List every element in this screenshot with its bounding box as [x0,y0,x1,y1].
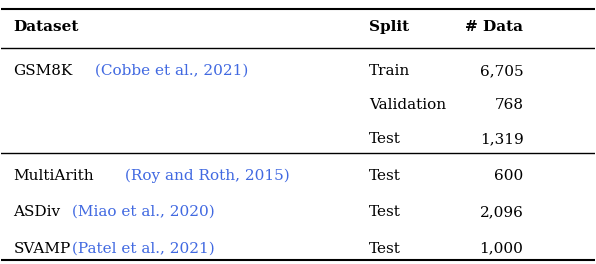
Text: (Roy and Roth, 2015): (Roy and Roth, 2015) [120,169,290,183]
Text: Split: Split [369,20,409,34]
Text: 2,096: 2,096 [480,205,523,219]
Text: Test: Test [369,205,401,219]
Text: (Patel et al., 2021): (Patel et al., 2021) [67,242,215,256]
Text: Test: Test [369,169,401,183]
Text: # Data: # Data [465,20,523,34]
Text: 6,705: 6,705 [480,64,523,78]
Text: 1,319: 1,319 [480,132,523,146]
Text: (Miao et al., 2020): (Miao et al., 2020) [67,205,215,219]
Text: Dataset: Dataset [13,20,79,34]
Text: 1,000: 1,000 [480,242,523,256]
Text: SVAMP: SVAMP [13,242,70,256]
Text: ASDiv: ASDiv [13,205,60,219]
Text: 768: 768 [495,98,523,112]
Text: Test: Test [369,132,401,146]
Text: MultiArith: MultiArith [13,169,94,183]
Text: Test: Test [369,242,401,256]
Text: GSM8K: GSM8K [13,64,73,78]
Text: 600: 600 [494,169,523,183]
Text: (Cobbe et al., 2021): (Cobbe et al., 2021) [91,64,249,78]
Text: Train: Train [369,64,411,78]
Text: Validation: Validation [369,98,446,112]
